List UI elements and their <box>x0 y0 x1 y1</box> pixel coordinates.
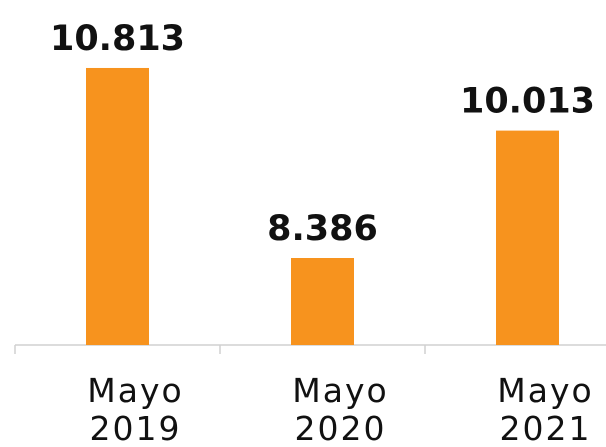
value-label: 10.013 <box>460 82 595 122</box>
x-tick-label: Mayo 2019 <box>87 371 184 447</box>
bar <box>496 130 559 345</box>
value-label: 10.813 <box>50 19 185 59</box>
x-tick-label: Mayo 2020 <box>292 371 389 447</box>
bar <box>291 258 354 345</box>
value-label: 8.386 <box>267 209 378 249</box>
x-tick-label: Mayo 2021 <box>497 371 594 447</box>
bar <box>86 67 149 346</box>
